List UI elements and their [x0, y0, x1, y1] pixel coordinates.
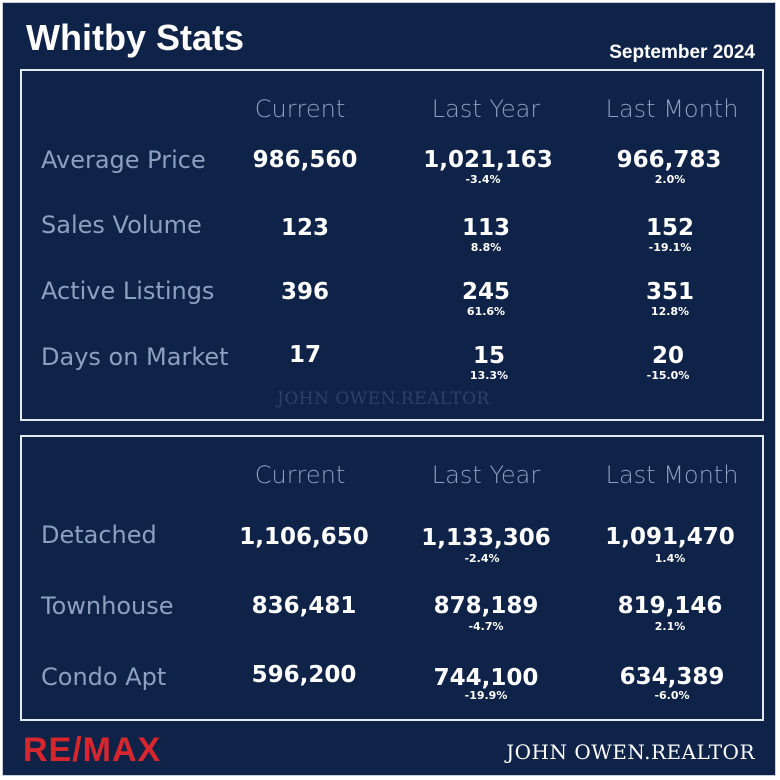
- condo-apt-last-year: 744,100: [433, 665, 539, 691]
- days-on-market-last-month-change: -15.0%: [646, 369, 690, 382]
- page-title: Whitby Stats: [26, 17, 245, 58]
- column-header-last-month: Last Month: [605, 461, 739, 489]
- detached-last-month: 1,091,470: [605, 524, 735, 550]
- sales-volume-last-month: 152: [645, 215, 695, 241]
- townhouse-last-month: 819,146: [617, 593, 723, 619]
- row-label-sales-volume: Sales Volume: [41, 211, 202, 239]
- column-header-current: Current: [254, 95, 346, 123]
- active-listings-last-month-change: 12.8%: [650, 305, 690, 318]
- townhouse-last-year: 878,189: [433, 593, 539, 619]
- condo-apt-last-year-change: -19.9%: [464, 689, 508, 702]
- condo-apt-last-month-change: -6.0%: [654, 689, 690, 702]
- active-listings-last-month: 351: [645, 279, 695, 305]
- row-label-detached: Detached: [41, 521, 157, 549]
- row-label-condo-apt: Condo Apt: [41, 663, 167, 691]
- column-header-current: Current: [254, 461, 346, 489]
- average-price-last-month: 966,783: [616, 147, 722, 173]
- column-header-last-month: Last Month: [605, 95, 739, 123]
- townhouse-last-month-change: 2.1%: [654, 620, 686, 633]
- days-on-market-last-month: 20: [651, 343, 685, 369]
- active-listings-last-year-change: 61.6%: [466, 305, 506, 318]
- footer-realtor-name: JOHN OWEN.REALTOR: [506, 740, 755, 764]
- average-price-last-year: 1,021,163: [423, 147, 553, 173]
- row-label-active-listings: Active Listings: [41, 277, 215, 305]
- property-type-panel: Current Last Year Last Month Detached 1,…: [20, 435, 764, 721]
- active-listings-current: 396: [280, 279, 330, 305]
- active-listings-last-year: 245: [461, 279, 511, 305]
- townhouse-current: 836,481: [251, 593, 357, 619]
- detached-current: 1,106,650: [239, 524, 369, 550]
- days-on-market-last-year: 15: [472, 343, 506, 369]
- condo-apt-last-month: 634,389: [619, 664, 725, 690]
- report-date: September 2024: [609, 42, 755, 63]
- market-stats-panel: Current Last Year Last Month Average Pri…: [20, 69, 764, 421]
- detached-last-year-change: -2.4%: [464, 552, 500, 565]
- average-price-last-year-change: -3.4%: [465, 173, 501, 186]
- row-label-average-price: Average Price: [41, 146, 206, 174]
- sales-volume-last-month-change: -19.1%: [648, 241, 692, 254]
- days-on-market-last-year-change: 13.3%: [469, 369, 509, 382]
- remax-logo: RE/MAX: [23, 731, 162, 769]
- sales-volume-last-year: 113: [461, 215, 511, 241]
- townhouse-last-year-change: -4.7%: [468, 620, 504, 633]
- sales-volume-last-year-change: 8.8%: [470, 241, 502, 254]
- watermark: JOHN OWEN.REALTOR: [277, 389, 490, 409]
- average-price-last-month-change: 2.0%: [654, 173, 686, 186]
- column-header-last-year: Last Year: [431, 461, 541, 489]
- row-label-townhouse: Townhouse: [41, 592, 174, 620]
- condo-apt-current: 596,200: [251, 662, 357, 688]
- average-price-current: 986,560: [252, 147, 358, 173]
- detached-last-year: 1,133,306: [421, 525, 551, 551]
- row-label-days-on-market: Days on Market: [41, 343, 229, 371]
- detached-last-month-change: 1.4%: [654, 552, 686, 565]
- column-header-last-year: Last Year: [431, 95, 541, 123]
- days-on-market-current: 17: [288, 342, 322, 368]
- sales-volume-current: 123: [280, 215, 330, 241]
